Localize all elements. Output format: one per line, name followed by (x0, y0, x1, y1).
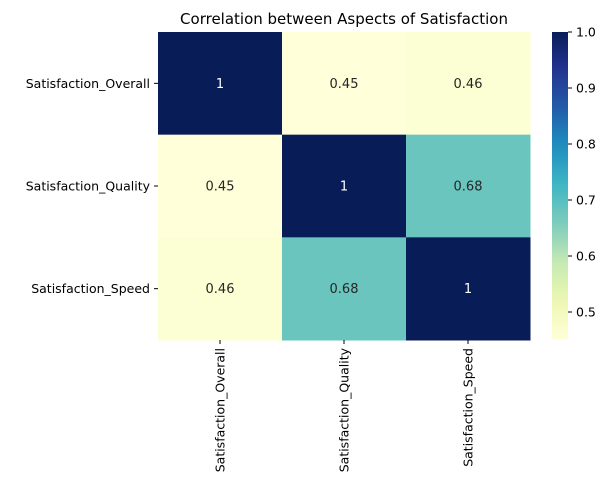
colorbar-tick-label-5: 1.0 (576, 25, 596, 40)
x-tick-labels: Satisfaction_Overall Satisfaction_Quality… (213, 340, 476, 472)
cell-annotation-r0-c2: 0.46 (454, 77, 483, 92)
heatmap-cell-r1-c2 (406, 134, 531, 238)
colorbar-tick-label-1: 0.6 (576, 249, 596, 264)
cell-annotation-r1-c2: 0.68 (454, 180, 483, 195)
colorbar-tick-label-3: 0.8 (576, 137, 596, 152)
cell-annotation-r0-c0: 1 (216, 77, 224, 92)
cell-annotation-r1-c0: 0.45 (206, 180, 235, 195)
heatmap-cell-r2-c2 (406, 237, 531, 341)
y-tick-labels: Satisfaction_Overall Satisfaction_Quality… (26, 76, 158, 296)
colorbar-tick-label-4: 0.9 (576, 81, 596, 96)
heatmap-cell-r1-c1 (282, 134, 407, 238)
x-tick-label-0: Satisfaction_Overall (213, 348, 228, 472)
colorbar-tick-label-0: 0.5 (576, 305, 596, 320)
y-tick-label-1: Satisfaction_Quality (26, 179, 151, 194)
cell-annotation-r0-c1: 0.45 (330, 77, 359, 92)
heatmap-cell-r0-c2 (406, 32, 531, 136)
colorbar-tick-label-2: 0.7 (576, 193, 596, 208)
heatmap-cell-r0-c0 (158, 32, 283, 136)
y-tick-label-0: Satisfaction_Overall (26, 76, 150, 91)
y-tick-label-2: Satisfaction_Speed (31, 281, 150, 296)
cell-annotation-r2-c2: 1 (464, 282, 472, 297)
heatmap-cell-r0-c1 (282, 32, 407, 136)
heatmap-cell-r1-c0 (158, 134, 283, 238)
colorbar: 0.5 0.6 0.7 0.8 0.9 1.0 (552, 25, 596, 340)
x-tick-label-1: Satisfaction_Quality (337, 347, 352, 472)
heatmap-cell-r2-c0 (158, 237, 283, 341)
cell-annotation-r2-c0: 0.46 (206, 282, 235, 297)
heatmap-cell-r2-c1 (282, 237, 407, 341)
cell-annotation-r1-c1: 1 (340, 180, 348, 195)
colorbar-gradient (552, 32, 568, 340)
x-tick-label-2: Satisfaction_Speed (461, 348, 476, 467)
heatmap-cells: 1 0.45 0.46 0.45 1 0.68 0.46 0.68 1 (158, 32, 531, 341)
cell-annotation-r2-c1: 0.68 (330, 282, 359, 297)
chart-title: Correlation between Aspects of Satisfact… (180, 10, 508, 28)
